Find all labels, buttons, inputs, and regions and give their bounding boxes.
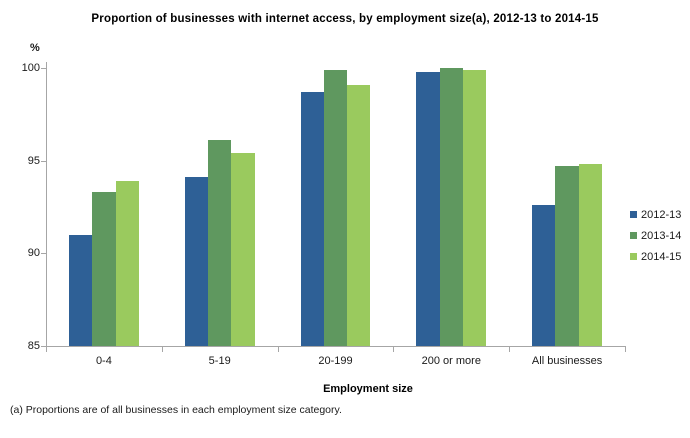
- x-axis-line: [46, 346, 626, 347]
- legend-item: 2013-14: [630, 225, 681, 246]
- legend-item: 2012-13: [630, 204, 681, 225]
- y-tick: [41, 160, 46, 162]
- legend-item: 2014-15: [630, 246, 681, 267]
- x-category-label: All businesses: [531, 355, 603, 367]
- x-tick: [161, 347, 163, 352]
- x-category-label: 5-19: [208, 355, 231, 367]
- chart-title: Proportion of businesses with internet a…: [91, 13, 599, 25]
- bar-2014-15-5-19: [231, 153, 255, 346]
- x-category-label: 20-199: [318, 355, 353, 367]
- y-tick-label: 85: [27, 340, 40, 352]
- bar-2012-13-20-199: [300, 92, 324, 346]
- y-axis-unit-label: %: [30, 42, 40, 54]
- x-category-label: 200 or more: [421, 355, 481, 367]
- legend-swatch-2014-15: [630, 253, 637, 260]
- bar-2012-13-0-4: [68, 234, 93, 346]
- bar-2013-14-All businesses: [555, 166, 579, 346]
- x-axis-title: Employment size: [323, 383, 413, 395]
- legend-label: 2012-13: [641, 208, 682, 221]
- bar-2013-14-200 or more: [439, 68, 463, 346]
- footnote: (a) Proportions are of all businesses in…: [10, 404, 342, 416]
- legend: 2012-13 2013-14 2014-15: [630, 204, 681, 267]
- bar-2012-13-All businesses: [532, 205, 556, 346]
- x-tick: [625, 347, 626, 352]
- x-category-label: 0-4: [95, 355, 112, 367]
- legend-swatch-2013-14: [630, 232, 637, 239]
- x-tick: [393, 347, 395, 352]
- y-tick-label: 100: [21, 62, 40, 74]
- x-tick: [509, 347, 511, 352]
- bar-2012-13-200 or more: [416, 71, 440, 346]
- bar-2014-15-All businesses: [578, 164, 603, 346]
- legend-label: 2013-14: [641, 229, 682, 242]
- x-tick: [277, 347, 279, 352]
- bar-2013-14-5-19: [208, 140, 232, 346]
- bar-2014-15-200 or more: [462, 69, 487, 346]
- y-tick-label: 95: [27, 154, 40, 167]
- bar-2012-13-5-19: [184, 177, 209, 346]
- legend-label: 2014-15: [641, 250, 682, 263]
- legend-swatch-2012-13: [630, 211, 637, 218]
- x-tick: [46, 347, 47, 352]
- bar-2014-15-0-4: [115, 181, 139, 346]
- bar-2013-14-0-4: [92, 192, 116, 346]
- y-tick: [41, 346, 46, 347]
- bar-2013-14-20-199: [323, 69, 348, 346]
- y-tick-label: 90: [27, 247, 40, 260]
- y-tick: [41, 68, 46, 69]
- y-axis-line: [46, 62, 47, 347]
- y-tick: [41, 253, 46, 255]
- bar-2014-15-20-199: [347, 84, 371, 346]
